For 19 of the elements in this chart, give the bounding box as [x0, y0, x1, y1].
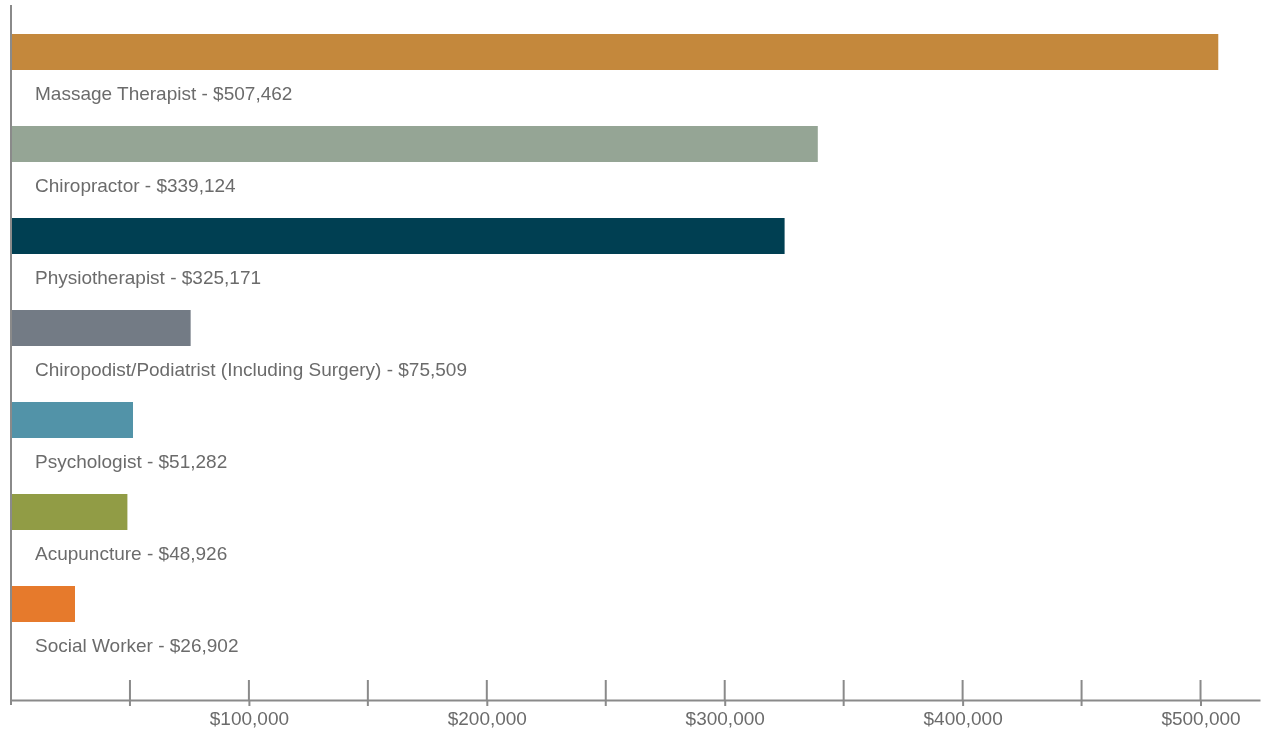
y-tick-label: Chiropodist/Podiatrist (Including Surgery) - $75,509: [35, 359, 467, 380]
y-tick-label: Massage Therapist - $507,462: [35, 83, 293, 104]
bar: [11, 34, 1219, 70]
bar: [11, 494, 128, 530]
x-tick-label: $500,000: [1161, 708, 1241, 730]
x-tick-label: $200,000: [447, 708, 527, 730]
x-tick-label: $300,000: [685, 708, 765, 730]
bar: [11, 218, 785, 254]
x-tick-label: $400,000: [923, 708, 1003, 730]
bar: [11, 310, 191, 346]
y-tick-label: Chiropractor - $339,124: [35, 175, 237, 196]
y-tick-label: Social Worker - $26,902: [35, 635, 239, 656]
x-tick-label: $100,000: [209, 708, 290, 730]
y-tick-label: Psychologist - $51,282: [35, 451, 228, 472]
bar: [11, 126, 818, 162]
bar: [11, 402, 133, 438]
bar: [11, 586, 75, 622]
y-tick-label: Physiotherapist - $325,171: [35, 267, 262, 288]
y-tick-label: Acupuncture - $48,926: [35, 543, 228, 564]
